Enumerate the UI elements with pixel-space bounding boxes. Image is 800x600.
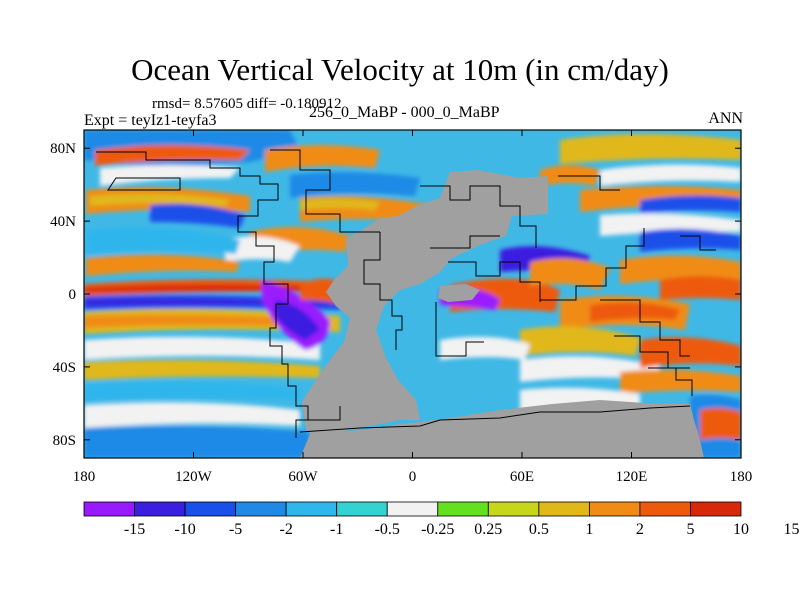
colorbar-label: 5 bbox=[686, 521, 694, 538]
colorbar-swatch bbox=[690, 501, 742, 517]
colorbar-label: -1 bbox=[330, 521, 343, 538]
season-label: ANN bbox=[708, 110, 743, 127]
y-tick-label: 80N bbox=[50, 141, 76, 157]
colorbar-swatch bbox=[235, 501, 287, 517]
colorbar-label: 0.5 bbox=[529, 521, 549, 538]
colorbar-swatch bbox=[386, 501, 439, 517]
colorbar-swatch bbox=[588, 501, 641, 517]
x-tick-label: 60E bbox=[510, 469, 534, 485]
colorbar-swatch bbox=[538, 501, 590, 517]
stats-line: rmsd= 8.57605 diff= -0.180912 bbox=[152, 96, 342, 112]
colorbar-label: -0.25 bbox=[421, 521, 454, 538]
colorbar-label: 1 bbox=[585, 521, 593, 538]
x-tick-label: 60W bbox=[288, 469, 318, 485]
x-tick-label: 120W bbox=[175, 469, 213, 485]
colorbar-label: -2 bbox=[279, 521, 292, 538]
colorbar-label: 15 bbox=[784, 521, 800, 538]
colorbar: -15 -10 -5 -2 -1 -0.5 -0.25 0.25 0.5 1 2 5 10 15 bbox=[83, 501, 800, 538]
colorbar-label: -5 bbox=[229, 521, 242, 538]
colorbar-swatch bbox=[184, 501, 237, 517]
map-title: Ocean Vertical Velocity at 10m (in cm/da… bbox=[131, 52, 669, 87]
colorbar-label: 0.25 bbox=[474, 521, 502, 538]
y-tick-label: 80S bbox=[53, 433, 76, 449]
colorbar-label: -15 bbox=[124, 521, 145, 538]
x-tick-label: 180 bbox=[73, 469, 96, 485]
case-line: 256_0_MaBP - 000_0_MaBP bbox=[309, 104, 500, 121]
y-axis: 80N 40N 0 40S 80S bbox=[50, 141, 741, 449]
plot-area bbox=[84, 130, 741, 458]
colorbar-label: -0.5 bbox=[375, 521, 400, 538]
colorbar-swatch bbox=[336, 501, 388, 517]
colorbar-swatch bbox=[83, 501, 135, 517]
coastlines bbox=[96, 149, 716, 438]
colorbar-swatch bbox=[134, 501, 186, 517]
x-tick-label: 180 bbox=[730, 469, 753, 485]
land-mask bbox=[300, 170, 704, 458]
y-tick-label: 40S bbox=[53, 360, 76, 376]
colorbar-swatch bbox=[487, 501, 540, 517]
x-axis: 180 120W 60W 0 60E 120E 180 bbox=[73, 130, 753, 485]
x-tick-label: 0 bbox=[409, 469, 417, 485]
colorbar-swatch bbox=[639, 501, 691, 517]
colorbar-swatch bbox=[437, 501, 489, 517]
colorbar-swatch bbox=[285, 501, 338, 517]
y-tick-label: 0 bbox=[69, 287, 77, 303]
y-tick-label: 40N bbox=[50, 214, 76, 230]
experiment-label: Expt = teyIz1-teyfa3 bbox=[84, 112, 217, 129]
colorbar-label: 2 bbox=[636, 521, 644, 538]
x-tick-label: 120E bbox=[616, 469, 648, 485]
colorbar-label: 10 bbox=[733, 521, 749, 538]
colorbar-label: -10 bbox=[174, 521, 195, 538]
